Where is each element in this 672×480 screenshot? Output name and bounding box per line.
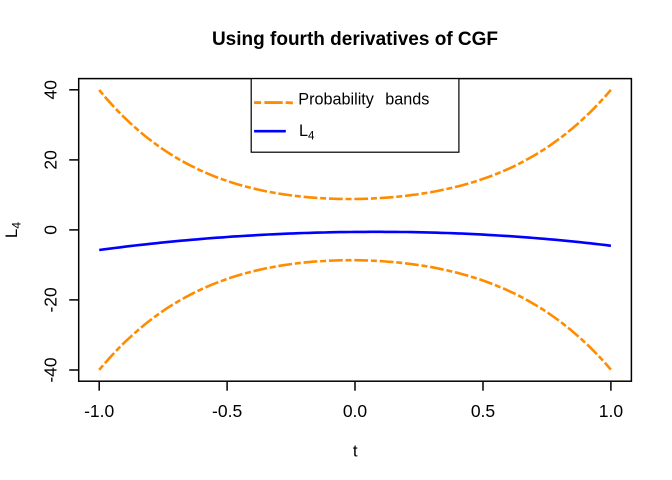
svg-text:0.5: 0.5: [471, 401, 495, 421]
svg-text:Using fourth derivatives of CG: Using fourth derivatives of CGF: [212, 29, 498, 50]
svg-text:20: 20: [41, 150, 61, 170]
svg-text:Probability bands: Probability bands: [298, 90, 429, 108]
svg-text:-0.5: -0.5: [212, 401, 242, 421]
svg-text:-20: -20: [41, 287, 61, 313]
svg-text:-1.0: -1.0: [84, 401, 114, 421]
svg-text:t: t: [353, 442, 358, 461]
svg-text:40: 40: [41, 80, 61, 100]
svg-text:1.0: 1.0: [599, 401, 624, 421]
svg-text:-40: -40: [41, 357, 61, 383]
svg-text:0: 0: [41, 225, 61, 235]
svg-text:0.0: 0.0: [343, 401, 368, 421]
